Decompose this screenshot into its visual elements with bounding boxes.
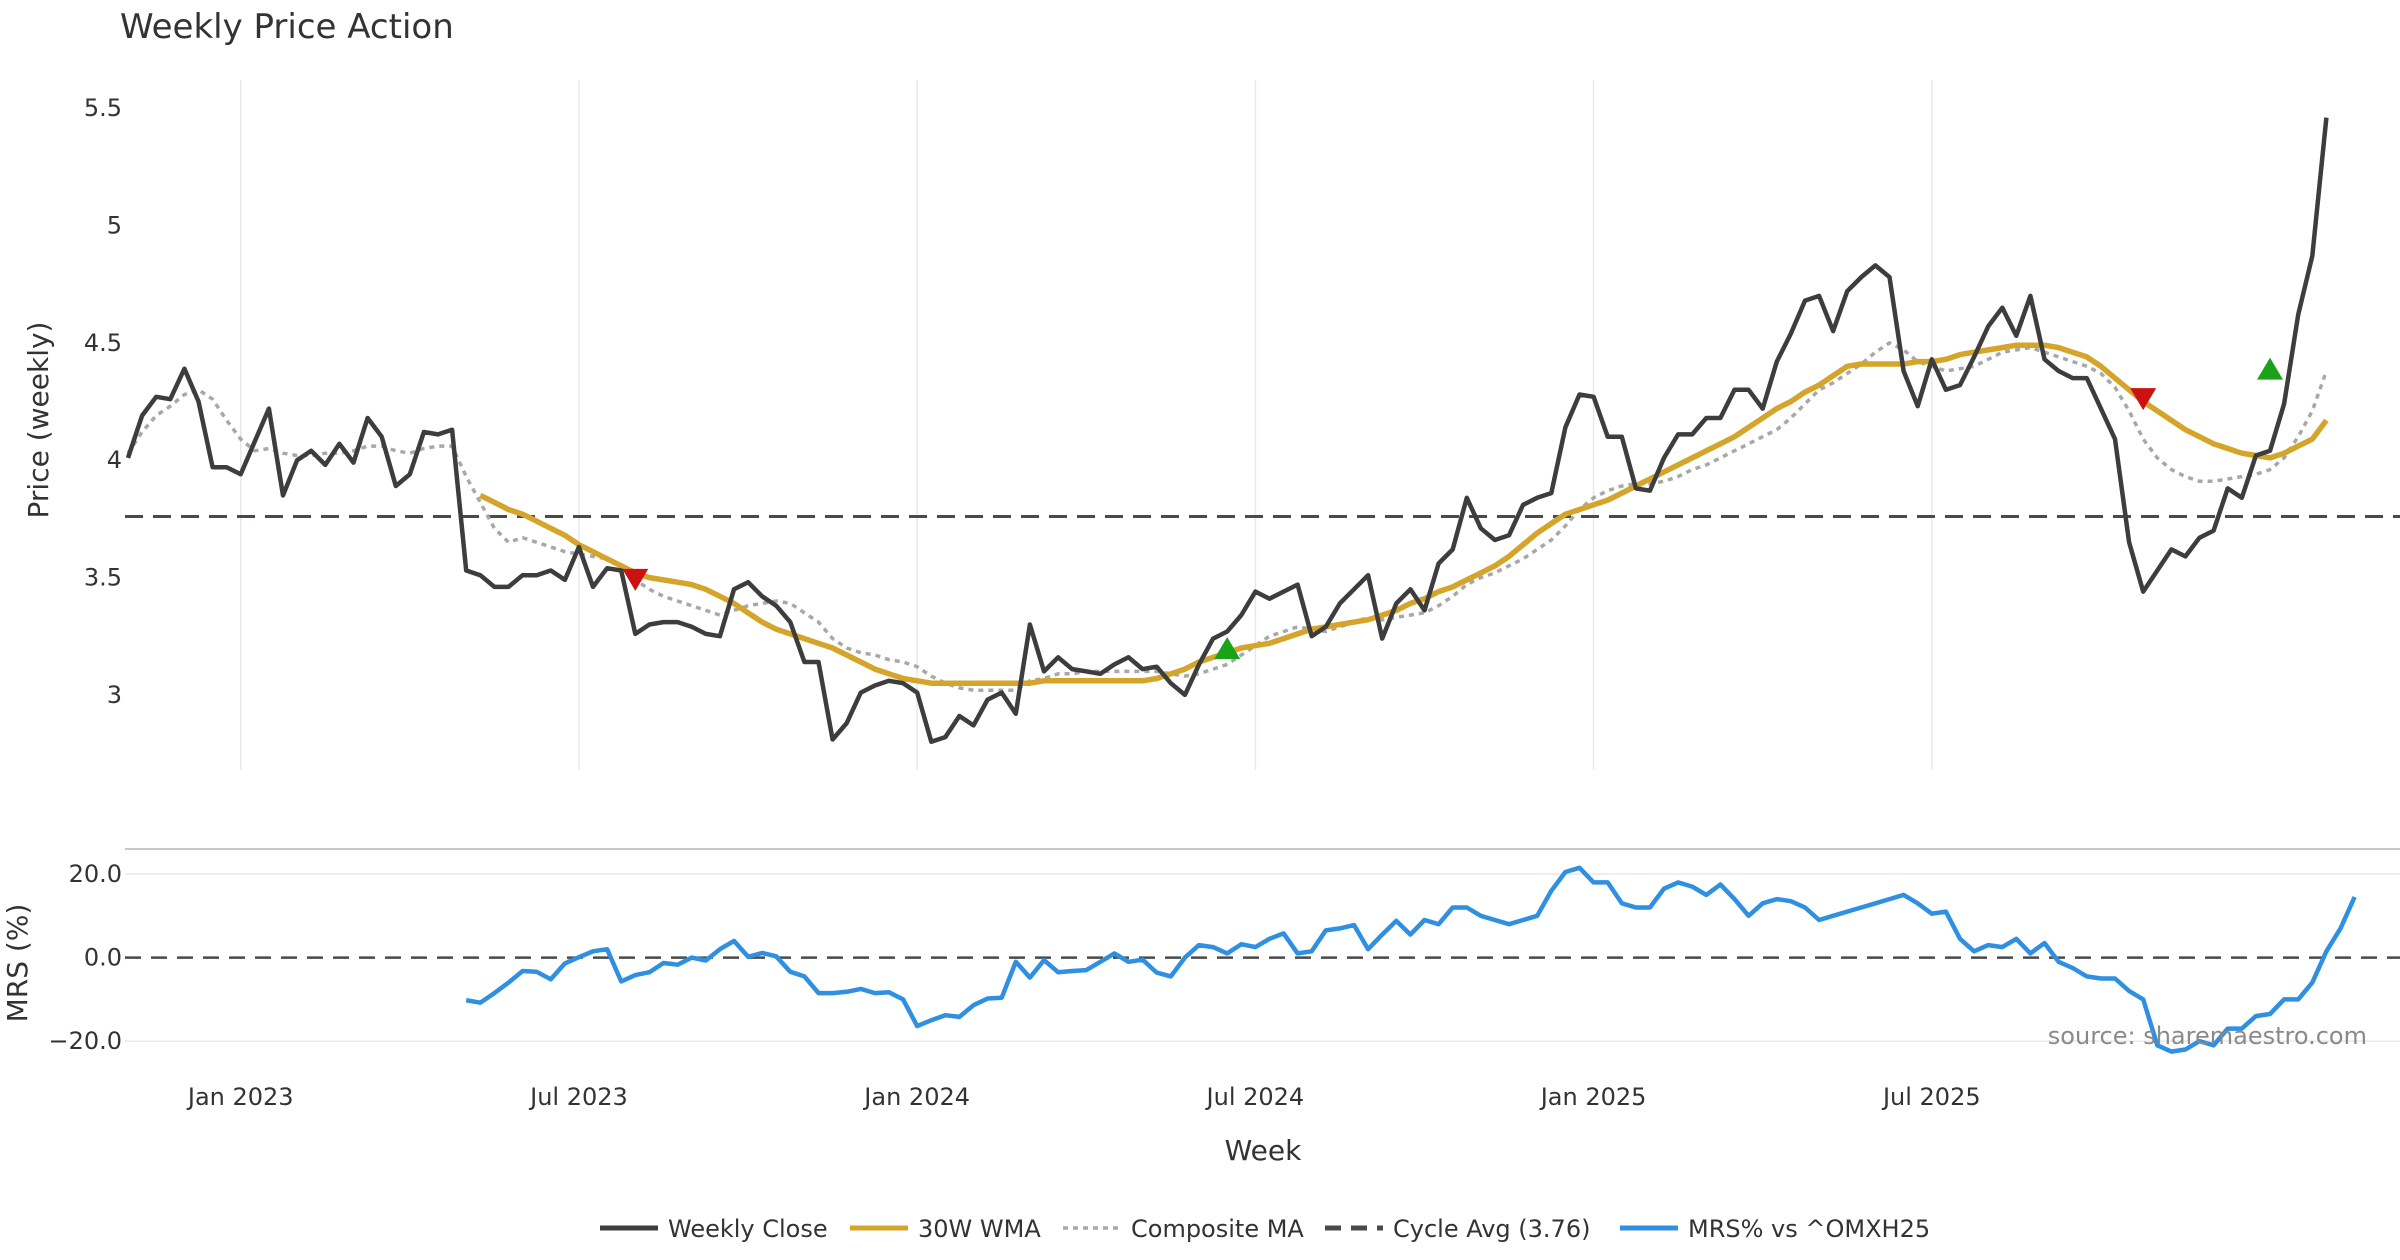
weekly-close-line (125, 117, 2329, 745)
legend-label-composite: Composite MA (1131, 1215, 1304, 1243)
price-y-tick-label: 5.5 (84, 94, 122, 122)
x-axis: Jan 2023 Jul 2023 Jan 2024 Jul 2024 Jan 2025… (186, 1083, 1981, 1111)
sell-signal-marker (2130, 388, 2157, 411)
mrs-y-axis: −20.0 0.0 20.0 (48, 860, 122, 1055)
buy-signal-marker (2257, 357, 2283, 380)
price-y-tick-label: 5 (107, 212, 122, 240)
x-tick-label: Jan 2025 (1539, 1083, 1647, 1111)
mrs-y-tick-label: −20.0 (48, 1027, 122, 1055)
legend-label-close: Weekly Close (668, 1215, 828, 1243)
sell-signal-marker (622, 568, 649, 591)
price-y-tick-label: 3.5 (84, 564, 122, 592)
mrs-y-tick-label: 20.0 (69, 860, 122, 888)
price-y-axis: 3 3.5 4 4.5 5 5.5 (84, 94, 122, 709)
x-axis-title: Week (1225, 1134, 1302, 1167)
composite-ma-line (126, 340, 2329, 692)
mrs-y-axis-title: MRS (%) (1, 904, 34, 1023)
mrs-y-tick-label: 0.0 (84, 944, 122, 972)
legend: Weekly Close 30W WMA Composite MA Cycle Avg… (600, 1215, 1930, 1243)
wma-30w-line (479, 342, 2329, 686)
price-y-axis-title: Price (weekly) (22, 322, 55, 519)
legend-label-wma: 30W WMA (918, 1215, 1041, 1243)
chart-title: Weekly Price Action (120, 7, 454, 47)
buy-signal-marker (1214, 636, 1241, 659)
legend-label-mrs: MRS% vs ^OMXH25 (1688, 1215, 1930, 1243)
signal-markers (622, 357, 2283, 659)
mrs-panel-grid (125, 873, 2400, 1042)
x-tick-label: Jan 2023 (186, 1083, 294, 1111)
x-tick-label: Jan 2024 (862, 1083, 970, 1111)
mrs-line (465, 865, 2357, 1054)
legend-label-cycle: Cycle Avg (3.76) (1393, 1215, 1590, 1243)
source-note: source: sharemaestro.com (2048, 1022, 2367, 1050)
x-tick-label: Jul 2025 (1881, 1083, 1981, 1111)
x-tick-label: Jul 2023 (528, 1083, 628, 1111)
price-y-tick-label: 4.5 (84, 329, 122, 357)
x-tick-label: Jul 2024 (1205, 1083, 1305, 1111)
price-panel-grid (239, 80, 1933, 770)
price-y-tick-label: 3 (107, 681, 122, 709)
price-y-tick-label: 4 (107, 446, 122, 474)
